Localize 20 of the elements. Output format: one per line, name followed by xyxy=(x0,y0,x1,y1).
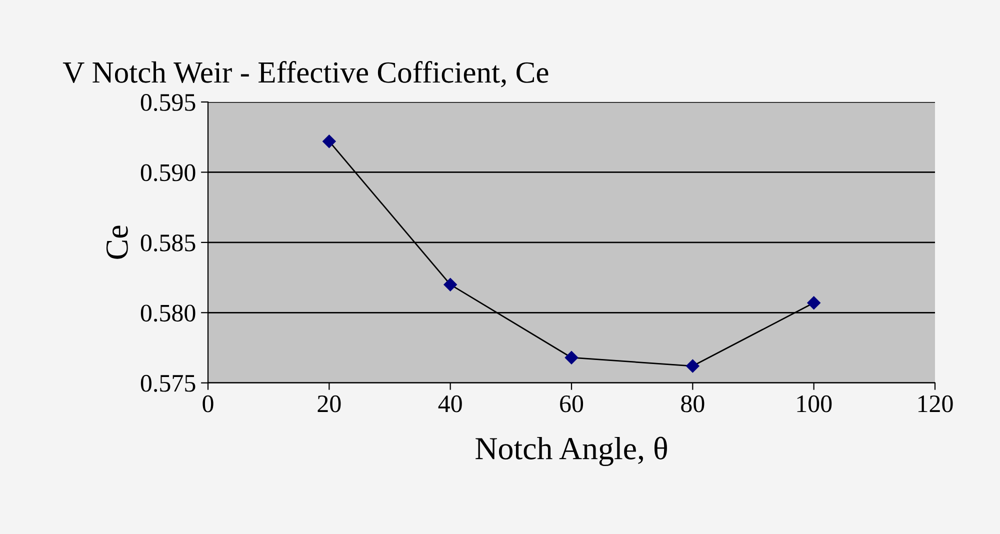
point xyxy=(564,351,578,364)
chart-title: V Notch Weir - Effective Cofficient, Ce xyxy=(62,61,548,88)
y-tick-label: 0.585 xyxy=(140,234,196,252)
x-axis-title: Notch Angle, θ xyxy=(476,436,667,466)
point xyxy=(322,134,336,148)
x-tick-label: 20 xyxy=(318,395,341,412)
x-tick-label: 100 xyxy=(797,395,832,412)
y-tick-label: 0.575 xyxy=(140,374,196,392)
y-tick-label: 0.595 xyxy=(140,94,196,112)
point xyxy=(807,296,820,310)
point xyxy=(686,359,700,373)
x-tick-label: 80 xyxy=(681,395,704,412)
x-tick-label: 40 xyxy=(438,395,462,412)
y-tick-label: 0.590 xyxy=(140,164,196,182)
x-tick-label: 60 xyxy=(560,395,584,412)
y-tick-label: 0.580 xyxy=(140,304,196,322)
y-axis-title: Ce xyxy=(106,226,128,259)
x-tick-label: 120 xyxy=(918,395,953,412)
point xyxy=(444,278,457,292)
x-tick-label: 0 xyxy=(202,395,214,412)
